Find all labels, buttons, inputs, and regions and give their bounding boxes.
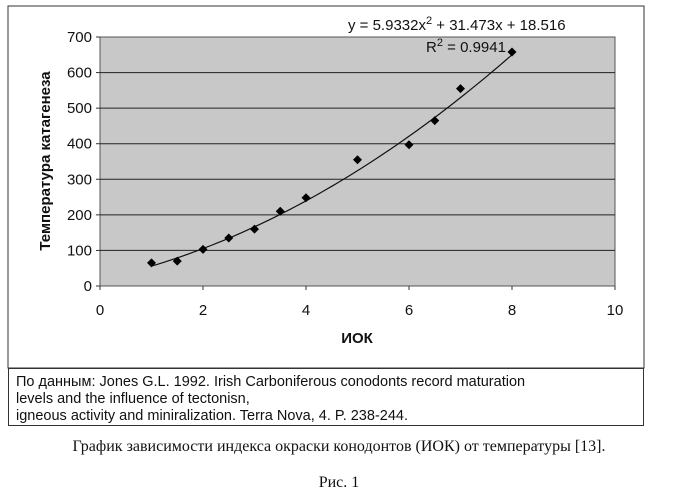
r2-suffix: = 0.9941: [443, 39, 506, 56]
figure-caption: График зависимости индекса окраски конод…: [0, 438, 678, 456]
y-tick-label-200: 200: [67, 207, 92, 224]
y-tick-label-400: 400: [67, 136, 92, 153]
y-tick-label-600: 600: [67, 65, 92, 82]
source-note: По данным: Jones G.L. 1992. Irish Carbon…: [8, 368, 644, 426]
x-axis-label: ИОК: [341, 330, 373, 347]
equation-suffix: + 31.473x + 18.516: [432, 17, 565, 34]
y-tick-label-100: 100: [67, 242, 92, 259]
source-line-1: По данным: Jones G.L. 1992. Irish Carbon…: [16, 374, 636, 391]
y-tick-label-500: 500: [67, 100, 92, 117]
figure-label: Рис. 1: [0, 474, 678, 492]
y-tick-label-700: 700: [67, 29, 92, 46]
x-tick-label-8: 8: [508, 302, 516, 319]
x-tick-label-6: 6: [405, 302, 413, 319]
x-tick-label-0: 0: [96, 302, 104, 319]
trendline-equation: y = 5.9332x2 + 31.473x + 18.516: [348, 15, 566, 34]
source-line-3: igneous activity and miniralization. Ter…: [16, 408, 636, 425]
y-tick-label-300: 300: [67, 171, 92, 188]
x-tick-label-10: 10: [607, 302, 624, 319]
equation-prefix: y = 5.9332x: [348, 17, 426, 34]
x-tick-label-2: 2: [199, 302, 207, 319]
source-line-2: levels and the influence of tectonisn,: [16, 391, 636, 408]
y-tick-label-0: 0: [84, 278, 92, 295]
y-axis-label: Температура катагенеза: [37, 71, 54, 251]
chart: 0 100 200 300 400 500 600 700 0 2 4 6 8 10 y = 5.933…: [0, 0, 678, 370]
r2-prefix: R: [426, 39, 437, 56]
x-tick-label-4: 4: [302, 302, 310, 319]
